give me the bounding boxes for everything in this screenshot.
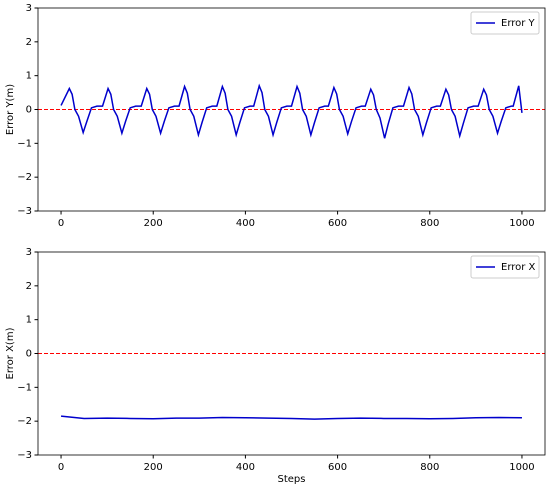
x-tick-label: 200 xyxy=(144,218,163,229)
legend-label: Error Y xyxy=(501,18,536,29)
data-line xyxy=(60,415,522,420)
y-tick-label: −1 xyxy=(17,382,32,393)
legend-label: Error X xyxy=(501,262,536,273)
y-tick-label: 0 xyxy=(26,105,32,116)
y-tick-label: −3 xyxy=(17,450,32,461)
y-axis-label: Error Y(m) xyxy=(5,84,16,135)
data-line xyxy=(60,83,523,139)
y-axis-label: Error X(m) xyxy=(5,327,16,379)
y-tick-label: 0 xyxy=(26,349,32,360)
y-tick-label: 1 xyxy=(26,71,32,82)
x-tick-label: 0 xyxy=(58,218,64,229)
x-tick-label: 800 xyxy=(420,218,439,229)
x-tick-label: 600 xyxy=(328,218,347,229)
x-axis-label: Steps xyxy=(278,474,306,485)
x-tick-label: 800 xyxy=(420,462,439,473)
y-tick-label: −3 xyxy=(17,206,32,217)
x-tick-label: 200 xyxy=(144,462,163,473)
legend-box xyxy=(470,255,540,279)
y-tick-label: −2 xyxy=(17,172,32,183)
y-tick-label: 3 xyxy=(26,247,32,258)
x-tick-label: 1000 xyxy=(509,218,534,229)
x-tick-label: 0 xyxy=(58,462,64,473)
y-tick-label: −2 xyxy=(17,416,32,427)
y-tick-label: 3 xyxy=(26,3,32,14)
y-tick-label: 1 xyxy=(26,315,32,326)
x-tick-label: 400 xyxy=(236,218,255,229)
y-tick-label: −1 xyxy=(17,138,32,149)
x-tick-label: 400 xyxy=(236,462,255,473)
legend-box xyxy=(470,11,540,35)
y-tick-label: 2 xyxy=(26,281,32,292)
y-tick-label: 2 xyxy=(26,37,32,48)
x-tick-label: 600 xyxy=(328,462,347,473)
x-tick-label: 1000 xyxy=(509,462,534,473)
